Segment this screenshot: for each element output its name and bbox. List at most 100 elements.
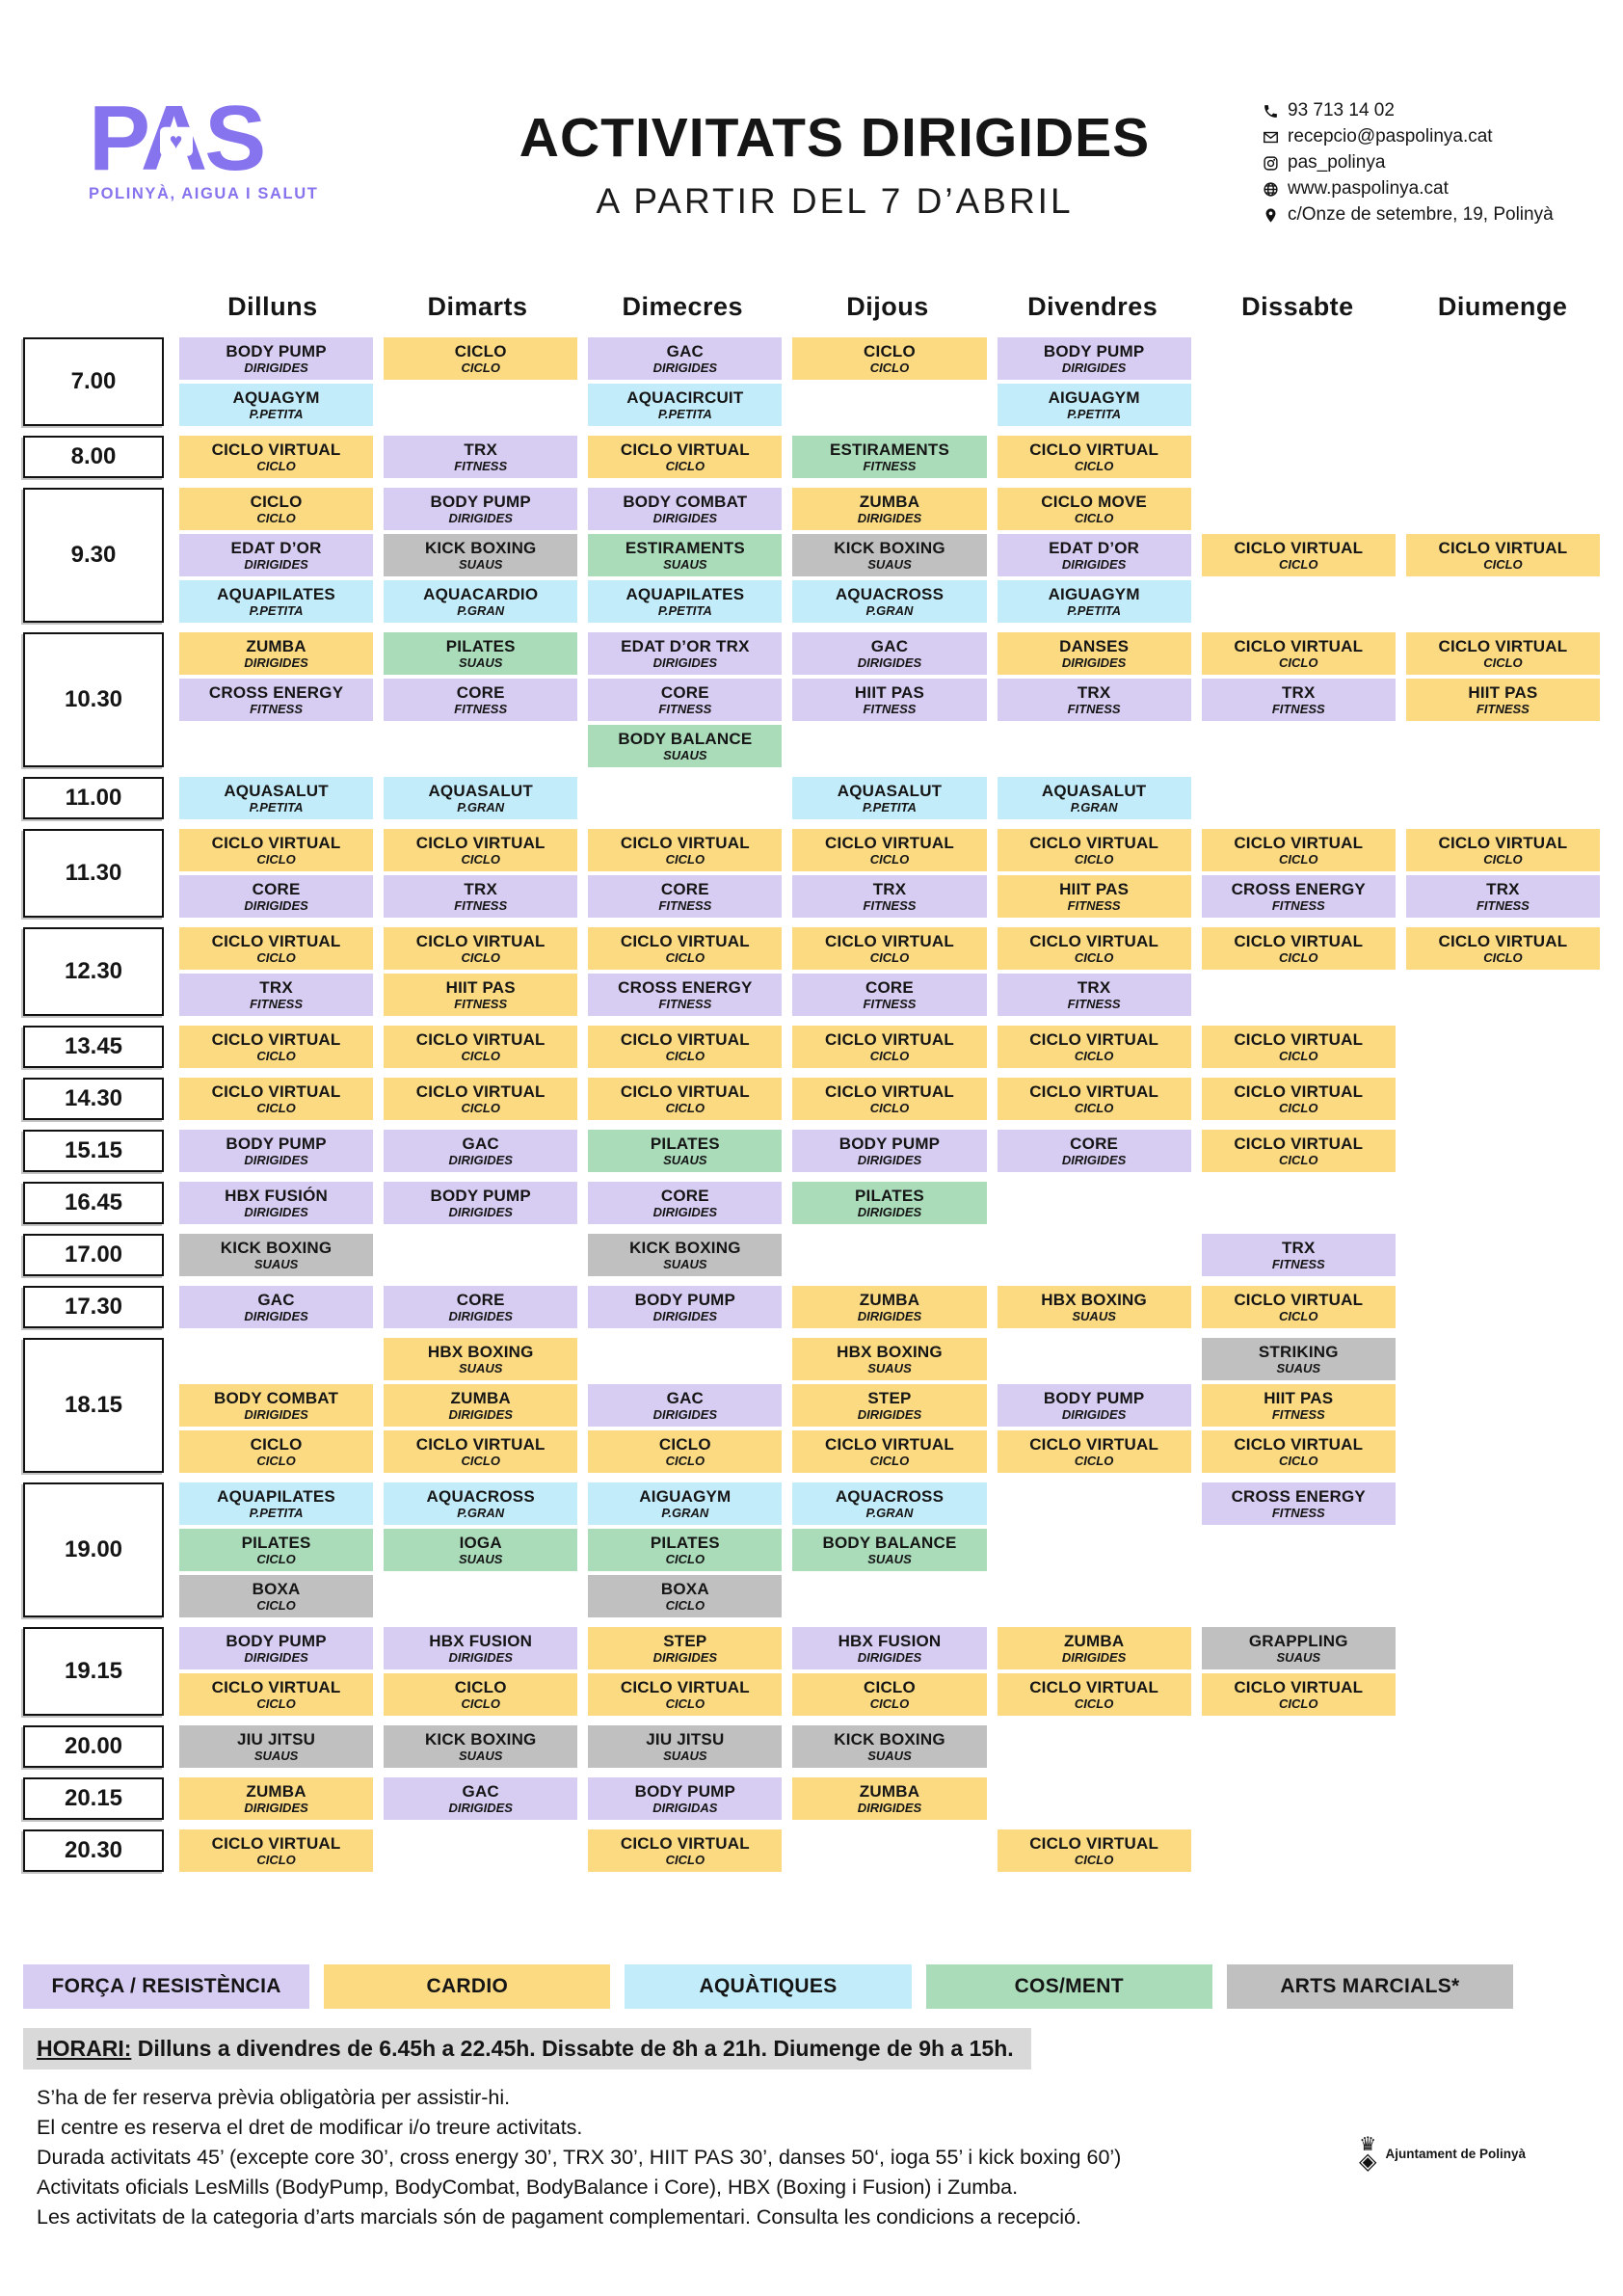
activity-room: SUAUS [1276, 1650, 1321, 1666]
activity-cell: GAC DIRIGIDES [588, 1384, 783, 1427]
activity-label: CICLO VIRTUAL [211, 440, 341, 459]
activity-label: BODY PUMP [1043, 1388, 1145, 1407]
activity-label: KICK BOXING [834, 538, 945, 557]
contact-phone: 93 713 14 02 [1263, 100, 1600, 121]
empty-slot [998, 1182, 1191, 1224]
activity-label: PILATES [855, 1186, 924, 1205]
activity-label: CICLO VIRTUAL [1438, 931, 1568, 950]
activity-room: P.PETITA [249, 407, 304, 422]
time-label: 16.45 [23, 1182, 164, 1224]
empty-slot [1202, 1829, 1396, 1872]
empty-slot [1406, 1725, 1600, 1768]
activity-cell: KICK BOXING SUAUS [384, 1725, 578, 1768]
time-row-group: 19.15 BODY PUMP DIRIGIDES HBX FUSION DIRIGID… [23, 1627, 1600, 1716]
activity-room: CICLO [665, 950, 705, 966]
empty-slot [998, 1338, 1191, 1380]
activity-cell: DANSES DIRIGIDES [997, 632, 1191, 675]
activity-cell: ZUMBA DIRIGIDES [179, 1777, 374, 1820]
activity-room: SUAUS [458, 655, 503, 671]
activity-label: CICLO VIRTUAL [211, 833, 341, 852]
activity-room: P.GRAN [457, 800, 505, 815]
page-subtitle: A PARTIR DEL 7 D’ABRIL [596, 181, 1074, 221]
activity-cell: CICLO VIRTUAL CICLO [384, 1026, 578, 1068]
activity-row-grid: CICLO VIRTUAL CICLO CICLO VIRTUAL CICLO CICL… [179, 829, 1600, 918]
activity-label: CICLO VIRTUAL [415, 1434, 545, 1454]
activity-row-grid: BODY PUMP DIRIGIDES CICLO CICLO GAC DIRIGIDES… [179, 337, 1600, 426]
activity-cell: CICLO VIRTUAL CICLO [997, 1673, 1191, 1716]
legend-item-cosment: COS/MENT [925, 1964, 1212, 2009]
activity-room: FITNESS [1271, 1506, 1325, 1521]
day-header-spacer [23, 292, 175, 322]
empty-slot [998, 1575, 1191, 1617]
activity-room: SUAUS [458, 1552, 503, 1567]
empty-slot [998, 1777, 1191, 1820]
activity-cell: CICLO VIRTUAL CICLO [1405, 534, 1600, 576]
activity-label: CICLO VIRTUAL [415, 1081, 545, 1101]
activity-label: JIU JITSU [236, 1729, 316, 1749]
activity-room: CICLO [1074, 511, 1114, 526]
time-row-group: 18.15 HBX BOXING SUAUS HBX BOXING SUAUS STRIK… [23, 1338, 1600, 1473]
activity-cell: CICLO VIRTUAL CICLO [588, 927, 783, 970]
activity-cell: CICLO VIRTUAL CICLO [588, 829, 783, 871]
activity-room: FITNESS [1271, 898, 1325, 914]
footer-note-line: S’ha de fer reserva prèvia obligatòria p… [37, 2086, 511, 2109]
activity-label: GAC [462, 1781, 499, 1801]
empty-slot [1202, 1529, 1396, 1571]
empty-slot [1406, 1673, 1600, 1716]
activity-cell: EDAT D’OR DIRIGIDES [997, 534, 1191, 576]
activity-room: CICLO [461, 1696, 500, 1712]
empty-slot [1406, 1286, 1600, 1328]
empty-slot [588, 1338, 782, 1380]
activity-room: CICLO [869, 852, 910, 868]
activity-label: HIIT PAS [1264, 1388, 1334, 1407]
time-row-group: 13.45 CICLO VIRTUAL CICLO CICLO VIRTUAL CICL… [23, 1026, 1600, 1068]
activity-cell: AQUASALUT P.GRAN [997, 777, 1191, 819]
activity-room: CICLO [256, 950, 296, 966]
activity-room: FITNESS [863, 997, 917, 1012]
activity-cell: HIIT PAS FITNESS [997, 875, 1191, 918]
activity-row-grid: ZUMBA DIRIGIDES PILATES SUAUS EDAT D’OR TRX D… [179, 632, 1600, 767]
activity-cell: TRX FITNESS [792, 875, 987, 918]
activity-cell: PILATES CICLO [588, 1529, 783, 1571]
footer-note-line: El centre es reserva el dret de modifica… [37, 2115, 583, 2139]
activity-cell: KICK BOXING SUAUS [588, 1234, 783, 1276]
activity-label: CICLO VIRTUAL [1029, 931, 1159, 950]
activity-label: HIIT PAS [1059, 879, 1130, 898]
activity-cell: ZUMBA DIRIGIDES [792, 488, 987, 530]
activity-label: CICLO VIRTUAL [1029, 440, 1159, 459]
activity-room: DIRIGIDES [244, 1309, 308, 1324]
activity-cell: HIIT PAS FITNESS [1201, 1384, 1396, 1427]
time-row-group: 17.00 KICK BOXING SUAUS KICK BOXING SUAUS TRX… [23, 1234, 1600, 1276]
activity-room: FITNESS [863, 898, 917, 914]
activity-room: DIRIGIDES [448, 1407, 513, 1423]
activity-room: DIRIGIDES [652, 1309, 718, 1324]
contact-instagram: pas_polinya [1263, 152, 1600, 174]
activity-label: CICLO VIRTUAL [825, 1029, 954, 1049]
activity-cell: BODY BALANCE SUAUS [588, 725, 783, 767]
activity-cell: AQUASALUT P.GRAN [384, 777, 578, 819]
activity-label: CICLO VIRTUAL [825, 1434, 954, 1454]
activity-room: CICLO [256, 1101, 296, 1116]
activity-room: P.PETITA [249, 1506, 304, 1521]
header: PAS ♥ POLINYÀ, AIGUA I SALUT ACTIVITATS … [23, 50, 1600, 230]
activity-row-grid: JIU JITSU SUAUS KICK BOXING SUAUS JIU JITSU S… [179, 1725, 1600, 1768]
activity-label: CICLO VIRTUAL [1029, 1434, 1159, 1454]
empty-slot [1406, 1130, 1600, 1172]
activity-label: GRAPPLING [1248, 1631, 1348, 1650]
activity-room: DIRIGIDES [448, 1205, 513, 1220]
activity-room: CICLO [665, 852, 705, 868]
activity-cell: BODY BALANCE SUAUS [792, 1529, 987, 1571]
activity-cell: CICLO VIRTUAL CICLO [384, 829, 578, 871]
page-title: ACTIVITATS DIRIGIDES [519, 107, 1151, 169]
activity-label: AQUASALUT [224, 781, 329, 800]
empty-slot [384, 1829, 577, 1872]
activity-row-grid: CICLO VIRTUAL CICLO CICLO VIRTUAL CICLO CICL… [179, 1026, 1600, 1068]
activity-room: CICLO [461, 1454, 500, 1469]
activity-room: CICLO [256, 1552, 296, 1567]
activity-label: CICLO VIRTUAL [1234, 1134, 1364, 1153]
time-row-group: 11.30 CICLO VIRTUAL CICLO CICLO VIRTUAL CICL… [23, 829, 1600, 918]
activity-cell: CICLO VIRTUAL CICLO [588, 1026, 783, 1068]
activity-room: CICLO [1074, 1049, 1114, 1064]
activity-cell: PILATES SUAUS [384, 632, 578, 675]
activity-room: DIRIGIDES [448, 1153, 513, 1168]
